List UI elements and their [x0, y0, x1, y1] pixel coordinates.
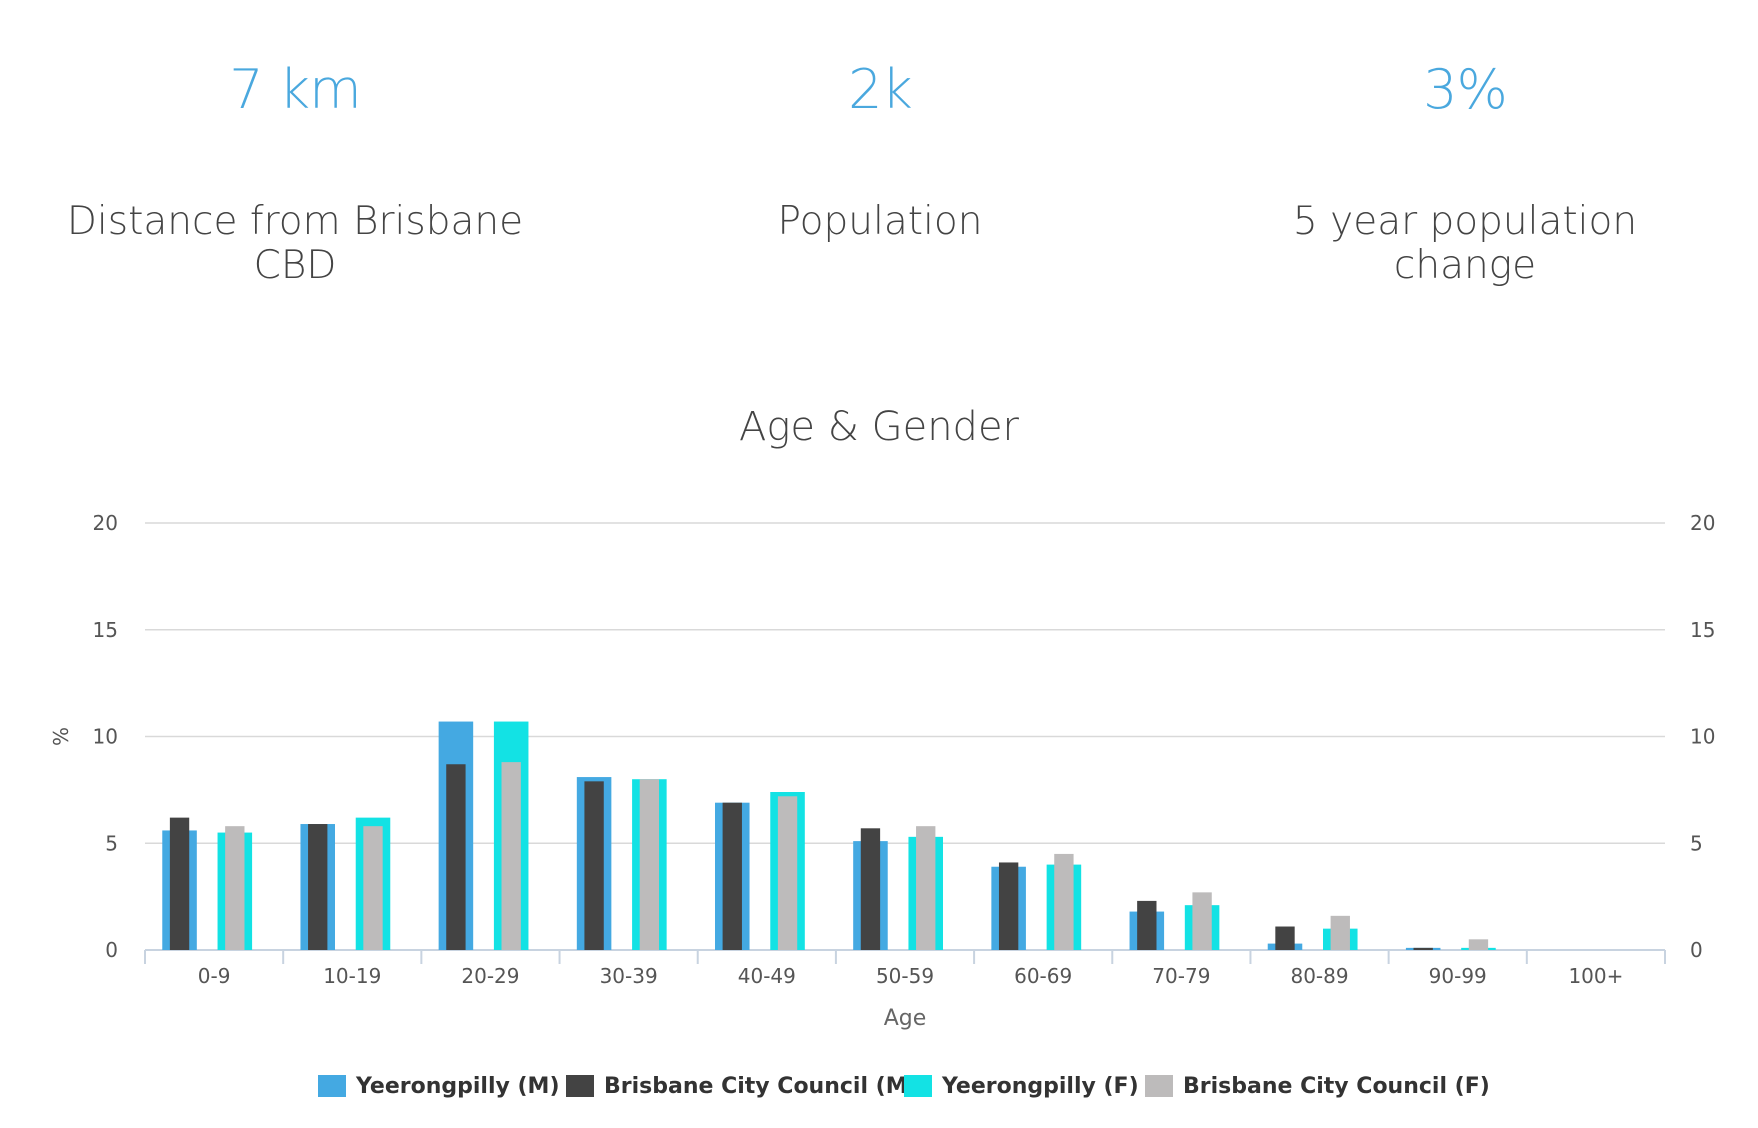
y-tick-label-right: 20	[1690, 511, 1715, 535]
legend-item[interactable]: Yeerongpilly (F)	[904, 1068, 1139, 1104]
bar-brisbane-f-0-9	[225, 826, 245, 950]
y-tick-label-left: 5	[105, 831, 118, 855]
x-tick-label: 40-49	[738, 964, 796, 988]
x-tick-label: 80-89	[1290, 964, 1348, 988]
legend-label: Brisbane City Council (M)	[604, 1073, 918, 1099]
x-tick-label: 90-99	[1429, 964, 1487, 988]
legend-swatch	[566, 1075, 594, 1097]
legend-item[interactable]: Brisbane City Council (M)	[566, 1068, 918, 1104]
bar-brisbane-m-50-59	[860, 828, 881, 950]
bar-brisbane-f-40-49	[777, 796, 798, 950]
bar-brisbane-m-90-99	[1413, 947, 1433, 950]
x-tick-label: 50-59	[876, 964, 934, 988]
legend-swatch	[904, 1075, 932, 1097]
stat-population-label-line1: Population	[777, 199, 983, 244]
age-gender-chart: 0 0 5 5 10 10 15 15 20 20% 0-9 10-19 20-29 30-39 40-49…	[49, 511, 1715, 1031]
bar-brisbane-m-60-69	[998, 862, 1019, 950]
stat-distance-label-line2: CBD	[253, 243, 337, 288]
x-tick-label: 0-9	[198, 964, 231, 988]
bar-brisbane-f-80-89	[1330, 915, 1350, 950]
bar-brisbane-f-30-39	[639, 779, 660, 950]
y-tick-label-right: 15	[1690, 618, 1715, 642]
legend-swatch	[1145, 1075, 1173, 1097]
chart-legend: Yeerongpilly (M) Brisbane City Council (M…	[0, 1068, 1758, 1104]
legend-label: Yeerongpilly (F)	[942, 1073, 1139, 1099]
stats-panel: 7 km Distance from Brisbane CBD 2k Popul…	[0, 0, 1758, 300]
stat-distance-value: 7 km	[229, 58, 361, 121]
stat-population: 2k Population	[620, 50, 1140, 244]
stat-change-label-line1: 5 year population	[1292, 199, 1638, 244]
chart-title: Age & Gender	[739, 404, 1019, 450]
legend-swatch	[318, 1075, 346, 1097]
legend-label: Brisbane City Council (F)	[1183, 1073, 1490, 1099]
y-axis-label: %	[49, 727, 73, 746]
stat-change-label: 5 year population change	[1205, 200, 1725, 288]
bar-brisbane-m-80-89	[1275, 926, 1295, 950]
x-tick-label: 70-79	[1152, 964, 1210, 988]
bar-brisbane-m-0-9	[169, 817, 190, 950]
stat-population-value: 2k	[848, 58, 913, 121]
stat-distance-label-line1: Distance from Brisbane	[66, 199, 524, 244]
stat-change: 3% 5 year population change	[1205, 50, 1725, 288]
legend-label: Yeerongpilly (M)	[356, 1073, 560, 1099]
x-tick-label: 20-29	[461, 964, 519, 988]
x-axis-label: Age	[884, 1006, 927, 1031]
bar-brisbane-f-10-19	[363, 826, 383, 950]
bar-brisbane-f-20-29	[501, 762, 521, 950]
stat-distance-label: Distance from Brisbane CBD	[35, 200, 555, 288]
bar-brisbane-m-40-49	[722, 802, 742, 950]
bar-brisbane-f-50-59	[916, 826, 936, 950]
bar-brisbane-m-30-39	[584, 781, 604, 950]
legend-item[interactable]: Brisbane City Council (F)	[1145, 1068, 1490, 1104]
bar-brisbane-m-20-29	[446, 764, 466, 950]
bar-brisbane-m-10-19	[308, 824, 328, 950]
legend-item[interactable]: Yeerongpilly (M)	[318, 1068, 560, 1104]
bar-brisbane-f-90-99	[1468, 939, 1489, 950]
y-tick-label-left: 20	[93, 511, 118, 535]
x-tick-label: 60-69	[1014, 964, 1072, 988]
y-tick-label-left: 0	[105, 938, 118, 962]
y-tick-label-left: 10	[93, 725, 118, 749]
stat-change-value: 3%	[1423, 58, 1508, 121]
y-tick-label-right: 0	[1690, 938, 1703, 962]
y-tick-label-right: 10	[1690, 725, 1715, 749]
x-tick-label: 10-19	[323, 964, 381, 988]
bar-brisbane-f-60-69	[1054, 853, 1074, 950]
stat-population-label: Population	[620, 200, 1140, 244]
y-tick-label-right: 5	[1690, 831, 1703, 855]
x-tick-label: 30-39	[600, 964, 658, 988]
bar-brisbane-m-70-79	[1137, 900, 1157, 950]
y-tick-label-left: 15	[93, 618, 118, 642]
x-tick-label: 100+	[1568, 964, 1623, 988]
bar-brisbane-f-70-79	[1192, 892, 1212, 950]
stat-change-label-line2: change	[1393, 243, 1537, 288]
stat-distance: 7 km Distance from Brisbane CBD	[35, 50, 555, 288]
